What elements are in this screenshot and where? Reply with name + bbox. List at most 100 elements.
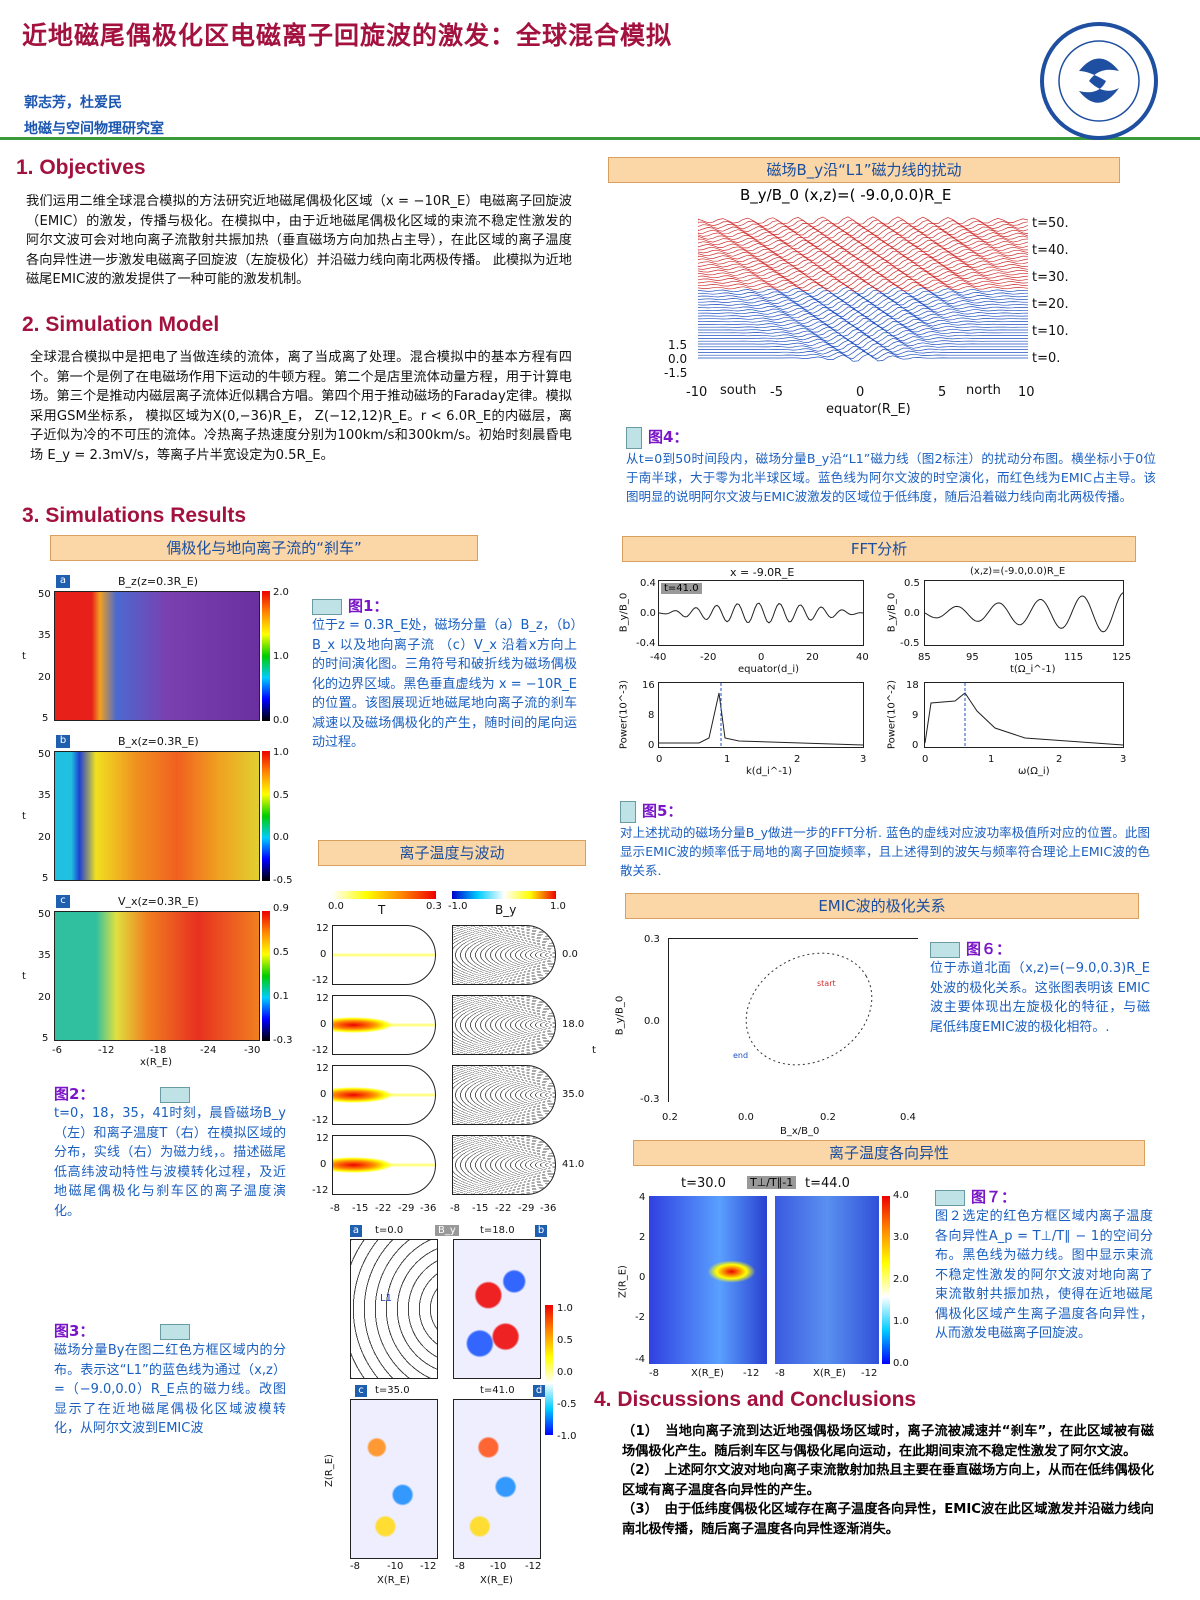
arrow-left-icon — [935, 1189, 965, 1206]
fig5-tl-xticks-1: -20 — [700, 652, 717, 663]
fig3-cb-4: -1.0 — [557, 1431, 577, 1442]
fig1-caption: 位于z = 0.3R_E处，磁场分量（a）B_z，（b）B_x 以及地向离子流 … — [312, 618, 577, 750]
fig4-series-line — [698, 336, 1028, 346]
fig2-xticks-1: -15 — [472, 1203, 489, 1214]
section-band-L1: 磁场B_y沿“L1”磁力线的扰动 — [608, 157, 1120, 183]
fig1-panels-2-title: V_x(z=0.3R_E) — [118, 895, 199, 908]
fig7-yticks-3: -2 — [635, 1312, 645, 1323]
fig4-xticks-3: 5 — [938, 385, 947, 400]
fig1-xticks-3: -24 — [200, 1045, 217, 1056]
arrow-up-icon — [626, 426, 642, 449]
fig1-panels-2-tag: c — [56, 895, 70, 908]
fig5-tl-xticks-3: 20 — [806, 652, 819, 663]
section-band-dipolarization: 偶极化与地向离子流的“刹车” — [50, 535, 478, 561]
fig4-series-line — [698, 236, 1028, 245]
fig4-series-line — [698, 323, 1028, 332]
fig5-br-xticks-1: 1 — [988, 754, 995, 765]
fig4-xticks-0: -10 — [686, 385, 708, 400]
fig5-tr-xticks-1: 95 — [966, 652, 979, 663]
fig4-series-line — [698, 225, 1028, 234]
fig2-yticks-2: -12 — [312, 1185, 329, 1196]
fig3-cb-2: 0.0 — [557, 1367, 573, 1378]
fig4-xticks-1: -5 — [770, 385, 783, 400]
fig5-tr-yticks-0: 0.5 — [904, 578, 920, 589]
fig2-caption: t=0，18，35，41时刻，晨昏磁场B_y（左）和离子温度T（右）在模拟区域的… — [54, 1106, 286, 1219]
fig3-line-label: L1 — [380, 1293, 392, 1304]
fig1-panels-0-cb-1: 1.0 — [273, 651, 289, 662]
fig1-panel-c: c V_x(z=0.3R_E) 0.9 0.5 0.1 -0.3 50 35 20 5 t … — [18, 895, 298, 1075]
fig1-panels-1-title: B_x(z=0.3R_E) — [118, 735, 199, 748]
fig4-series-line — [698, 261, 1028, 270]
fig5-bl-yticks-1: 8 — [648, 710, 655, 721]
fig4-caption-head: 图4： — [648, 428, 689, 446]
fig6-start: start — [817, 979, 836, 988]
fig7-t2: t=44.0 — [805, 1176, 850, 1191]
fig7-t1: t=30.0 — [681, 1176, 726, 1191]
conclusions-list: （1） 当地向离子流到达近地强偶极场区域时，离子流被减速并“刹车”，在此区域被有… — [622, 1422, 1154, 1539]
section-band-anisotropy: 离子温度各向异性 — [633, 1140, 1145, 1166]
fig1-panels-0-cb-0: 2.0 — [273, 587, 289, 598]
fig2-cbBy-label: B_y — [495, 903, 517, 917]
fig4-series-line — [698, 309, 1028, 318]
authors: 郭志芳，杜爱民 — [24, 95, 122, 111]
fig4-time-label: t=20. — [1032, 297, 1069, 312]
fig4-series-line — [698, 303, 1028, 312]
fig3-panels-2-time: t=35.0 — [375, 1385, 410, 1396]
fig3-xticks-1: -10 — [490, 1561, 507, 1572]
fig5-caption: 图5： 对上述扰动的磁场分量B_y做进一步的FFT分析. 蓝色的虚线对应波功率极… — [620, 800, 1150, 880]
figure-4: B_y/B_0 (x,z)=( -9.0,0.0)R_E t=50. t=40. t… — [640, 186, 1080, 422]
fig2-yticks-1: 0 — [320, 1159, 327, 1170]
fig7-cb-2: 2.0 — [893, 1274, 909, 1285]
fig1-panels-1-cb-2: 0.0 — [273, 832, 289, 843]
fig4-time-label: t=30. — [1032, 270, 1069, 285]
fig2-By-panel — [452, 925, 556, 985]
fig2-xticks-1: -15 — [352, 1203, 369, 1214]
fig7-xticks-1: X(R_E) — [813, 1368, 846, 1379]
fig4-series-line — [698, 250, 1028, 259]
fig4-time-label: t=40. — [1032, 243, 1069, 258]
fig2-cbT-max: 0.3 — [426, 901, 442, 912]
fig7-yticks-2: 0 — [639, 1272, 646, 1283]
conclusion-item: （3） 由于低纬度偶极化区域存在离子温度各向异性，EMIC波在此区域激发并沿磁力… — [622, 1502, 1154, 1537]
fig4-series-line — [698, 247, 1028, 256]
fig5-tr-title: (x,z)=(-9.0,0.0)R_E — [970, 566, 1066, 577]
fig4-south: south — [720, 383, 757, 398]
fig3-panels-0-time: t=0.0 — [375, 1225, 404, 1236]
fig2-xticks-4: -36 — [540, 1203, 557, 1214]
fig5-tl-xlabel: equator(d_i) — [738, 664, 800, 675]
model-text: 全球混合模拟中是把电了当做连续的流体，离了当成离了处理。混合模拟中的基本方程有四… — [30, 350, 572, 463]
fig7-caption: 图７： 图２选定的红色方框区域内离子温度各向异性A_p = T⊥/T∥ − 1的… — [935, 1186, 1153, 1344]
conclusions-heading: 4. Discussions and Conclusions — [594, 1388, 917, 1411]
fig4-series-line — [698, 286, 1028, 295]
fig2-time-label: 18.0 — [562, 1019, 585, 1030]
fig4-series-line — [698, 320, 1028, 329]
fig7-panel-t30 — [649, 1196, 767, 1364]
fig4-series-line — [698, 300, 1028, 309]
fig4-series-line — [698, 350, 1028, 359]
arrow-right-icon — [159, 1323, 190, 1340]
fig2-cbT-label: T — [378, 903, 386, 917]
fig5-bl-xticks-1: 1 — [724, 754, 731, 765]
fig1-panels-1-cb-1: 0.5 — [273, 790, 289, 801]
fig5-top-left: t=41.0 — [658, 580, 864, 646]
fig3-xlabel: X(R_E) — [377, 1575, 410, 1586]
fig1-panels-1-tag: b — [56, 735, 70, 748]
fig4-yticks-1: 0.0 — [668, 352, 688, 366]
fig3-ylabel: Z(R_E) — [323, 1454, 335, 1487]
figure-7: t=30.0 T⊥/T∥-1 t=44.0 4.0 3.0 2.0 1.0 0.0 4 2… — [618, 1172, 920, 1387]
fig1-ylabel: t — [22, 811, 26, 822]
fig1-panels-2-cb-1: 0.5 — [273, 947, 289, 958]
fig4-xticks-4: 10 — [1018, 385, 1035, 400]
fig7-xticks-0: -8 — [649, 1368, 659, 1379]
fig6-caption-head: 图６： — [966, 940, 1012, 958]
fig2-cbBy-min: -1.0 — [448, 901, 468, 912]
fig4-series-line — [698, 328, 1028, 337]
fig5-br-xticks-2: 2 — [1056, 754, 1063, 765]
fig2-temperature-panel — [332, 925, 436, 985]
fig1-panels-1-cb-3: -0.5 — [273, 875, 293, 886]
fig4-yticks-0: 1.5 — [668, 338, 688, 352]
fig6-ylabel: B_y/B_0 — [614, 995, 626, 1036]
fig1-yticks-3: 5 — [42, 1033, 49, 1044]
institute: 地磁与空间物理研究室 — [24, 121, 164, 137]
fig7-badge: T⊥/T∥-1 — [747, 1176, 797, 1189]
